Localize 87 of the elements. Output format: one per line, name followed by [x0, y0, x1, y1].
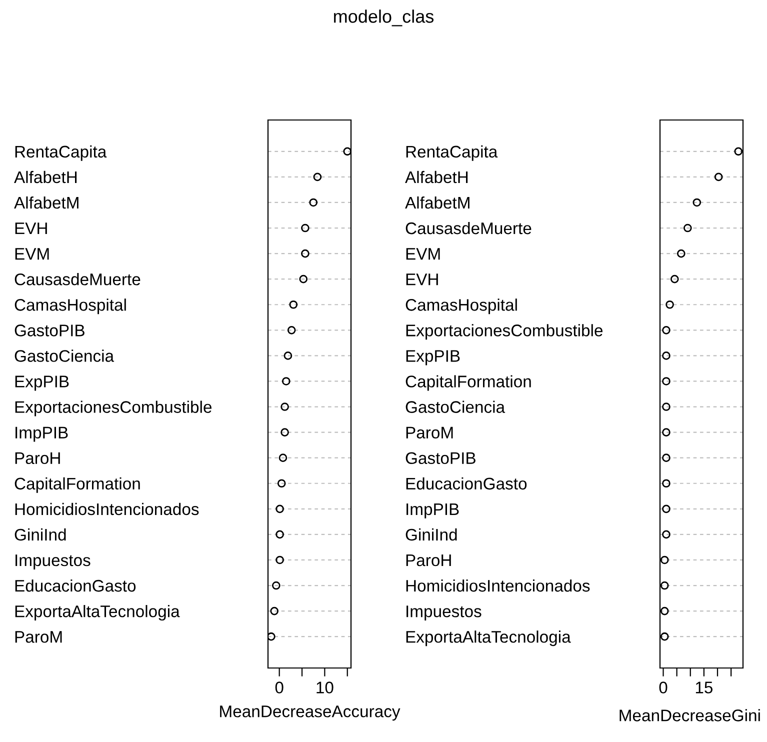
- point: [287, 326, 296, 334]
- y-tick-label: GastoCiencia: [406, 400, 506, 413]
- point: [660, 556, 669, 564]
- y-tick-label: EducacionGasto: [406, 477, 527, 490]
- y-tick-label: AlfabetM: [405, 196, 470, 209]
- y-tick-label: EVH: [406, 274, 438, 286]
- point: [270, 606, 279, 616]
- point: [309, 198, 318, 207]
- x-tick-label: 10: [316, 682, 334, 694]
- x-tick-label: 0: [275, 682, 284, 694]
- y-tick-label: CamasHospital: [14, 298, 126, 314]
- y-tick-label: AlfabetM: [14, 196, 78, 209]
- y-tick-label: ExportaAltaTecnologia: [15, 605, 180, 621]
- y-tick-label: CausasdeMuerte: [406, 222, 532, 234]
- point: [313, 172, 322, 182]
- point: [662, 479, 670, 488]
- chart-title: modelo_clas: [334, 10, 434, 26]
- x-tick-label: 15: [696, 682, 713, 694]
- y-tick-label: ExportaAltaTecnologia: [406, 630, 571, 646]
- point: [343, 147, 351, 156]
- y-tick-label: GastoCiencia: [14, 350, 114, 362]
- point: [714, 172, 723, 182]
- y-tick-label: HomicidiosIntencionados: [15, 502, 199, 516]
- y-tick-label: GastoPIB: [14, 324, 84, 336]
- point: [280, 428, 289, 436]
- point: [676, 249, 686, 258]
- point: [662, 530, 670, 539]
- y-tick-label: ParoM: [406, 426, 453, 439]
- y-tick-label: ImpPIB: [406, 503, 459, 518]
- y-tick-label: EVH: [15, 222, 47, 234]
- y-tick-label: CapitalFormation: [406, 375, 531, 391]
- point: [284, 352, 292, 360]
- point: [662, 454, 670, 462]
- y-tick-label: Impuestos: [406, 606, 482, 621]
- y-tick-label: Impuestos: [16, 554, 90, 570]
- y-tick-label: GiniInd: [14, 528, 66, 541]
- point: [289, 300, 298, 309]
- point: [662, 402, 670, 411]
- point: [277, 479, 286, 488]
- y-tick-label: ExportacionesCombustible: [406, 324, 603, 340]
- point: [662, 377, 670, 386]
- x-axis-title: MeanDecreaseGini: [620, 709, 760, 722]
- point: [276, 504, 284, 514]
- y-tick-label: ImpPIB: [16, 426, 68, 442]
- point: [278, 454, 288, 462]
- point: [662, 428, 670, 436]
- y-tick-label: ParoH: [15, 452, 60, 464]
- point: [666, 300, 674, 309]
- point: [684, 224, 692, 232]
- y-tick-label: ExpPIB: [406, 350, 460, 366]
- point: [301, 224, 310, 232]
- point: [280, 402, 289, 411]
- point: [276, 530, 284, 539]
- y-tick-label: AlfabetH: [14, 170, 77, 184]
- point: [660, 581, 669, 590]
- y-tick-label: RentaCapita: [406, 145, 498, 161]
- y-tick-label: EVM: [15, 248, 49, 260]
- y-tick-label: ParoH: [406, 554, 451, 566]
- y-tick-label: ParoM: [15, 631, 62, 643]
- point: [268, 632, 276, 641]
- y-tick-label: CausasdeMuerte: [14, 273, 140, 286]
- y-tick-label: ExportacionesCombustible: [15, 400, 212, 416]
- point: [692, 198, 702, 207]
- y-tick-label: EVM: [406, 248, 440, 260]
- y-tick-label: GiniInd: [406, 528, 457, 541]
- point: [662, 352, 670, 360]
- x-axis-title: MeanDecreaseAccuracy: [220, 706, 400, 721]
- point: [662, 326, 670, 334]
- point: [660, 606, 669, 616]
- y-tick-label: GastoPIB: [406, 452, 476, 464]
- point: [301, 249, 310, 258]
- point: [282, 377, 290, 386]
- y-tick-label: HomicidiosIntencionados: [406, 579, 590, 592]
- point: [662, 504, 670, 514]
- y-tick-label: AlfabetH: [405, 170, 468, 184]
- y-tick-label: CapitalFormation: [14, 477, 140, 493]
- point: [660, 632, 669, 641]
- point: [734, 147, 743, 156]
- point: [272, 581, 280, 590]
- y-tick-label: RentaCapita: [15, 145, 107, 161]
- point: [670, 274, 679, 284]
- x-tick-label: 0: [659, 682, 668, 694]
- y-tick-label: ExpPIB: [15, 376, 69, 391]
- y-tick-label: CamasHospital: [406, 298, 517, 314]
- point: [299, 274, 308, 284]
- y-tick-label: EducacionGasto: [15, 579, 136, 592]
- point: [276, 556, 284, 564]
